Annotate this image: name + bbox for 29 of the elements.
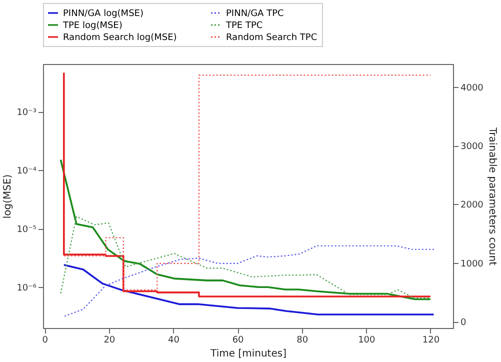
y-axis-title: log(MSE) (2, 174, 14, 219)
y2-tick-label: 3000 (460, 142, 484, 152)
y-tick-label: 10⁻⁵ (16, 225, 37, 236)
line-series (63, 264, 435, 316)
line-series (64, 245, 436, 317)
y2-tick-label: 1000 (460, 259, 484, 270)
x-tick-label: 20 (104, 336, 116, 346)
legend-label: Random Search log(MSE) (63, 33, 177, 43)
x-tick-label: 80 (296, 336, 308, 346)
y-tick-label: 10⁻⁴ (16, 166, 37, 177)
legend-label: TPE log(MSE) (62, 21, 122, 31)
line-series (60, 158, 432, 300)
legend-label: Random Search TPC (226, 33, 318, 43)
x-axis-title: Time [minutes] (210, 348, 287, 360)
x-tick-label: 120 (422, 336, 440, 346)
y2-axis-title: Trainable parameters count (486, 126, 498, 266)
x-tick-label: 0 (42, 336, 48, 346)
legend-label: PINN/GA log(MSE) (63, 9, 144, 19)
legend-label: PINN/GA TPC (226, 9, 284, 19)
y-tick-label: 10⁻⁶ (16, 284, 37, 294)
y-tick-label: 10⁻³ (16, 108, 37, 118)
x-tick-label: 40 (168, 336, 180, 346)
line-series (60, 216, 432, 299)
y2-tick-label: 0 (460, 318, 466, 328)
y2-tick-label: 4000 (460, 83, 484, 94)
x-tick-label: 60 (232, 336, 244, 346)
y2-tick-label: 2000 (460, 200, 484, 211)
x-tick-label: 100 (358, 336, 376, 346)
legend-label: TPE TPC (225, 21, 263, 31)
